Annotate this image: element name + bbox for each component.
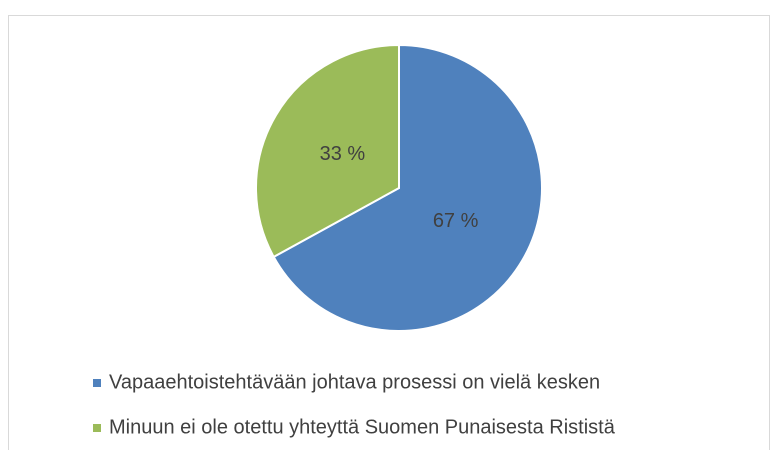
pie-slice	[272, 43, 543, 332]
pie-slice	[255, 43, 400, 259]
chart-frame	[8, 15, 770, 450]
slice-label: 33 %	[320, 143, 366, 165]
legend-label: Minuun ei ole otettu yhteyttä Suomen Pun…	[109, 416, 616, 438]
legend-marker	[93, 424, 101, 432]
legend-marker	[93, 379, 101, 387]
legend-label: Vapaaehtoistehtävään johtava prosessi on…	[109, 371, 600, 393]
slice-label: 67 %	[433, 210, 479, 232]
